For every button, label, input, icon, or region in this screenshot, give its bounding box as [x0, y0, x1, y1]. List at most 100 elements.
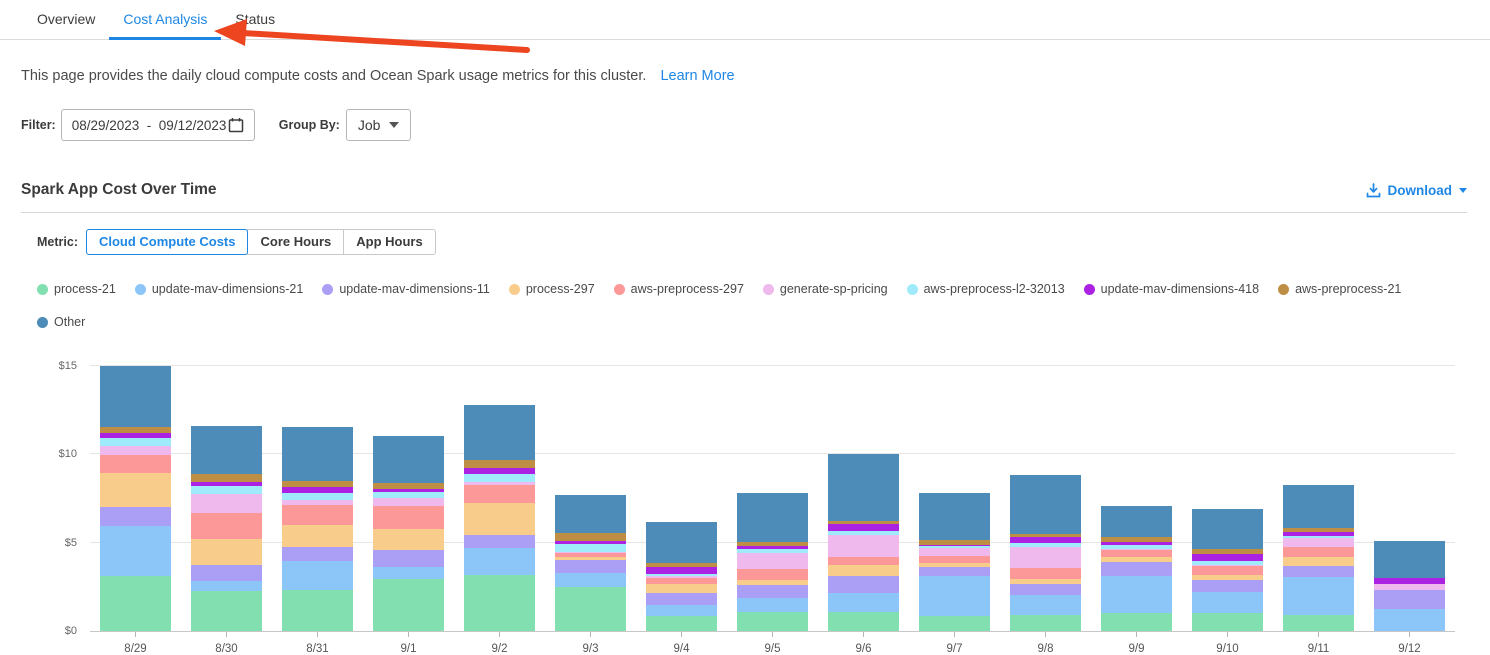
- bar-segment-process-297: [737, 580, 808, 585]
- bar-segment-update-mav-dimensions-11: [1283, 566, 1354, 578]
- bar-segment-update-mav-dimensions-418: [555, 541, 626, 544]
- bar-segment-other: [828, 453, 899, 521]
- bar-segment-aws-preprocess-l2-32013: [828, 531, 899, 535]
- legend-dot: [906, 283, 918, 295]
- bar-segment-process-297: [282, 525, 353, 548]
- legend-item-process-297[interactable]: process-297: [508, 282, 595, 296]
- section-header: Spark App Cost Over Time Download: [21, 181, 1467, 199]
- bar-slot-8-29: [90, 365, 181, 631]
- group-by-select[interactable]: Job: [345, 109, 412, 141]
- legend-item-update-mav-dimensions-418[interactable]: update-mav-dimensions-418: [1083, 282, 1259, 296]
- bar-segment-aws-preprocess-297: [1192, 565, 1263, 575]
- bar-segment-update-mav-dimensions-21: [828, 592, 899, 612]
- stacked-bar-8-30: [191, 426, 262, 631]
- x-axis-label: 9/2: [491, 643, 508, 655]
- tab-overview[interactable]: Overview: [37, 10, 96, 27]
- legend-item-aws-preprocess-297[interactable]: aws-preprocess-297: [613, 282, 744, 296]
- bar-segment-update-mav-dimensions-21: [282, 561, 353, 590]
- x-axis-slot: 8/29: [90, 632, 181, 655]
- bar-segment-update-mav-dimensions-21: [919, 576, 990, 617]
- bar-segment-process-21: [646, 615, 717, 631]
- bar-segment-other: [373, 436, 444, 483]
- x-axis-label: 9/3: [582, 643, 599, 655]
- legend-dot: [134, 283, 146, 295]
- x-axis-label: 9/5: [764, 643, 781, 655]
- tab-bar: Overview Cost Analysis Status: [0, 0, 1490, 40]
- chart-legend: process-21 update-mav-dimensions-21 update…: [37, 282, 1460, 329]
- bar-segment-generate-sp-pricing: [1283, 538, 1354, 547]
- tab-status[interactable]: Status: [235, 10, 276, 27]
- bar-segment-aws-preprocess-297: [737, 568, 808, 581]
- bar-segment-other: [555, 494, 626, 533]
- bar-slot-8-31: [272, 367, 363, 631]
- bar-segment-aws-preprocess-297: [919, 555, 990, 564]
- page-description: This page provides the daily cloud compu…: [21, 68, 647, 84]
- metric-label: Metric:: [37, 235, 78, 249]
- x-axis-slot: 9/3: [545, 632, 636, 655]
- legend-label: aws-preprocess-21: [1295, 282, 1402, 296]
- legend-item-other[interactable]: Other: [37, 315, 85, 329]
- x-axis-slot: 9/4: [636, 632, 727, 655]
- bar-segment-aws-preprocess-21: [373, 483, 444, 489]
- bar-segment-process-21: [1283, 614, 1354, 631]
- bar-segment-aws-preprocess-21: [646, 563, 717, 567]
- bar-segment-update-mav-dimensions-418: [1010, 537, 1081, 544]
- download-icon: [1366, 182, 1380, 197]
- bar-segment-aws-preprocess-l2-32013: [464, 474, 535, 482]
- bar-segment-aws-preprocess-l2-32013: [373, 491, 444, 498]
- learn-more-link[interactable]: Learn More: [660, 68, 735, 84]
- legend-item-aws-preprocess-l2-32013[interactable]: aws-preprocess-l2-32013: [906, 282, 1065, 296]
- legend-item-aws-preprocess-21[interactable]: aws-preprocess-21: [1278, 282, 1401, 296]
- x-axis-slot: 9/11: [1273, 632, 1364, 655]
- bar-segment-process-297: [555, 557, 626, 560]
- y-axis-label: $5: [64, 536, 77, 549]
- bar-segment-generate-sp-pricing: [555, 551, 626, 553]
- bar-segment-update-mav-dimensions-418: [919, 544, 990, 546]
- metric-option-app-hours[interactable]: App Hours: [343, 229, 436, 255]
- bar-slot-9-3: [545, 367, 636, 631]
- bar-segment-process-21: [282, 589, 353, 631]
- bar-segment-aws-preprocess-l2-32013: [282, 493, 353, 501]
- x-axis-label: 9/11: [1307, 643, 1330, 655]
- legend-item-update-mav-dimensions-21[interactable]: update-mav-dimensions-21: [134, 282, 303, 296]
- section-title: Spark App Cost Over Time: [21, 181, 217, 198]
- bar-segment-aws-preprocess-l2-32013: [1101, 545, 1172, 549]
- metric-option-cloud-compute-costs[interactable]: Cloud Compute Costs: [85, 229, 249, 255]
- bar-segment-update-mav-dimensions-11: [1101, 561, 1172, 577]
- bar-slot-9-5: [727, 367, 818, 631]
- bar-slot-9-1: [363, 367, 454, 631]
- metric-option-core-hours[interactable]: Core Hours: [247, 229, 345, 255]
- legend-label: update-mav-dimensions-11: [339, 282, 490, 296]
- x-axis-label: 9/9: [1128, 643, 1145, 655]
- x-axis-slot: 8/30: [181, 632, 272, 655]
- x-axis-tick: [226, 632, 227, 637]
- chart-plot-area: $0 $5 $10 $15: [59, 360, 1455, 637]
- bar-segment-generate-sp-pricing: [1010, 547, 1081, 568]
- legend-item-generate-sp-pricing[interactable]: generate-sp-pricing: [762, 282, 888, 296]
- bar-segment-update-mav-dimensions-21: [737, 597, 808, 613]
- stacked-bar-9-5: [737, 492, 808, 631]
- tab-cost-analysis[interactable]: Cost Analysis: [109, 0, 222, 40]
- download-button[interactable]: Download: [1366, 182, 1467, 198]
- legend-item-update-mav-dimensions-11[interactable]: update-mav-dimensions-11: [322, 282, 490, 296]
- bar-segment-process-297: [919, 563, 990, 567]
- bar-segment-update-mav-dimensions-11: [828, 575, 899, 593]
- download-label: Download: [1387, 182, 1453, 198]
- bar-segment-generate-sp-pricing: [1374, 583, 1445, 590]
- bar-segment-update-mav-dimensions-21: [1010, 595, 1081, 615]
- bar-segment-process-21: [1101, 612, 1172, 631]
- bar-slot-9-9: [1091, 367, 1182, 631]
- filter-label: Filter:: [21, 118, 56, 132]
- bar-segment-aws-preprocess-297: [464, 484, 535, 503]
- x-axis-slot: 9/5: [727, 632, 818, 655]
- bar-segment-update-mav-dimensions-21: [373, 567, 444, 579]
- date-range-input[interactable]: 08/29/2023 - 09/12/2023: [60, 109, 255, 141]
- gridline-10: [90, 453, 1455, 455]
- x-axis-tick: [1045, 632, 1046, 637]
- legend-item-process-21[interactable]: process-21: [37, 282, 116, 296]
- bar-slot-8-30: [181, 367, 272, 631]
- bar-segment-other: [100, 365, 171, 427]
- legend-label: Other: [54, 315, 86, 329]
- bar-segment-update-mav-dimensions-21: [100, 526, 171, 576]
